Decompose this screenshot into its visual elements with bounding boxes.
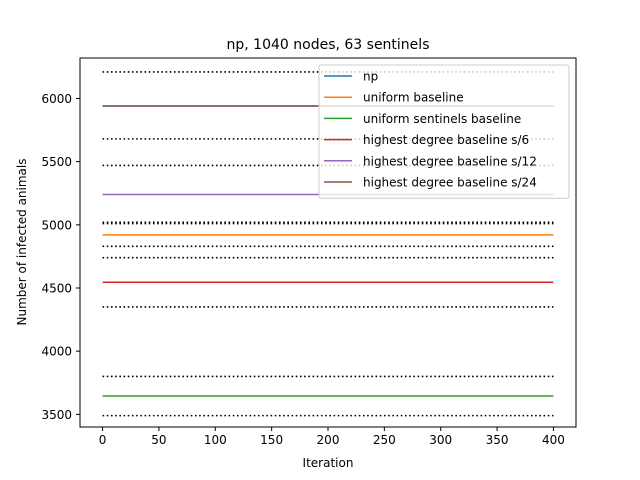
legend: np uniform baseline uniform sentinels base…: [318, 64, 570, 199]
y-tick-label-2: 4500: [41, 281, 72, 295]
y-tick-label-0: 3500: [41, 408, 72, 422]
x-axis: 0 50 100 150 200 250 300 350 400: [99, 427, 565, 447]
x-tick-label-3: 150: [260, 433, 283, 447]
chart-title: np, 1040 nodes, 63 sentinels: [227, 37, 430, 53]
x-tick-label-0: 0: [99, 433, 107, 447]
x-tick-label-5: 250: [373, 433, 396, 447]
x-tick-label-8: 400: [542, 433, 565, 447]
x-tick-label-7: 350: [486, 433, 509, 447]
legend-label-1: uniform baseline: [363, 91, 464, 105]
y-tick-label-3: 5000: [41, 218, 72, 232]
y-axis: 3500 4000 4500 5000 5500 6000: [41, 92, 80, 422]
legend-box: [318, 64, 570, 199]
x-tick-label-2: 100: [204, 433, 227, 447]
legend-label-2: uniform sentinels baseline: [363, 112, 521, 126]
legend-label-5: highest degree baseline s/24: [363, 176, 537, 190]
legend-label-4: highest degree baseline s/12: [363, 154, 537, 168]
legend-label-3: highest degree baseline s/6: [363, 133, 529, 147]
y-tick-label-4: 5500: [41, 155, 72, 169]
y-tick-label-5: 6000: [41, 92, 72, 106]
y-tick-label-1: 4000: [41, 345, 72, 359]
y-axis-label: Number of infected animals: [15, 159, 29, 326]
x-axis-label: Iteration: [303, 456, 354, 470]
x-tick-label-6: 300: [429, 433, 452, 447]
legend-label-0: np: [363, 70, 378, 84]
x-tick-label-1: 50: [151, 433, 166, 447]
x-tick-label-4: 200: [317, 433, 340, 447]
